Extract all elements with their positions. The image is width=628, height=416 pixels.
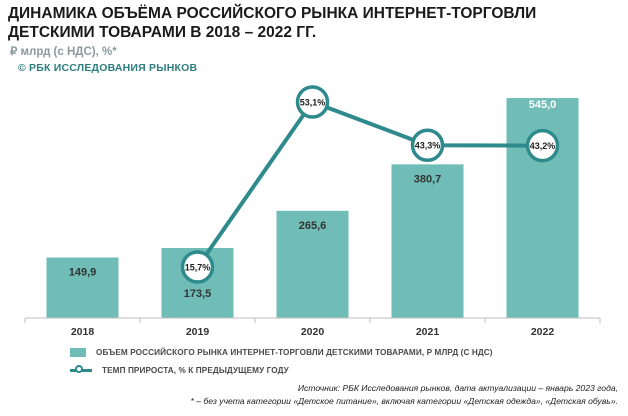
legend-label-line: ТЕМП ПРИРОСТА, % К ПРЕДЫДУЩЕМУ ГОДУ	[102, 365, 289, 375]
growth-label-2019: 15,7%	[185, 263, 211, 273]
bar-value-label-2018: 149,9	[69, 267, 97, 279]
copyright-label: © РБК ИССЛЕДОВАНИЯ РЫНКОВ	[18, 62, 198, 74]
growth-marker-2019	[180, 250, 215, 284]
x-tick-label-2021: 2021	[416, 326, 440, 338]
bar-2021	[391, 164, 464, 318]
x-tick-label-2020: 2020	[301, 326, 325, 338]
growth-line	[195, 100, 543, 269]
growth-label-2020: 53,1%	[300, 98, 326, 108]
x-tick-label-2019: 2019	[186, 326, 210, 338]
bar-value-label-2021: 380,7	[414, 173, 442, 185]
units-label: ₽ млрд (с НДС), %*	[10, 46, 117, 58]
bar-2018	[46, 257, 119, 318]
bar-value-label-2022: 545,0	[529, 99, 557, 111]
bar-2020	[276, 210, 349, 318]
growth-marker-2022	[525, 128, 560, 163]
bar-value-label-2019: 173,5	[184, 288, 212, 300]
x-tick-label-2018: 2018	[71, 326, 95, 338]
legend-swatch-bar	[70, 348, 86, 357]
footnote: * – без учета категории «Детское питание…	[190, 396, 618, 406]
growth-label-2022: 43,2%	[530, 141, 556, 151]
x-tick-label-2022: 2022	[531, 326, 555, 338]
legend-label-bar: ОБЪЕМ РОССИЙСКОГО РЫНКА ИНТЕРНЕТ-ТОРГОВЛ…	[96, 348, 493, 357]
growth-label-2021: 43,3%	[415, 141, 441, 151]
legend-item-line: ТЕМП ПРИРОСТА, % К ПРЕДЫДУЩЕМУ ГОДУ	[70, 365, 289, 375]
source-note: Источник: РБК Исследования рынков, дата …	[297, 383, 618, 393]
bar-value-label-2020: 265,6	[299, 220, 327, 232]
legend-swatch-line	[70, 365, 92, 375]
legend-item-bar: ОБЪЕМ РОССИЙСКОГО РЫНКА ИНТЕРНЕТ-ТОРГОВЛ…	[70, 348, 493, 357]
chart-title: ДИНАМИКА ОБЪЁМА РОССИЙСКОГО РЫНКА ИНТЕРН…	[8, 5, 537, 41]
growth-marker-2020	[295, 85, 330, 119]
growth-marker-2021	[410, 128, 445, 162]
